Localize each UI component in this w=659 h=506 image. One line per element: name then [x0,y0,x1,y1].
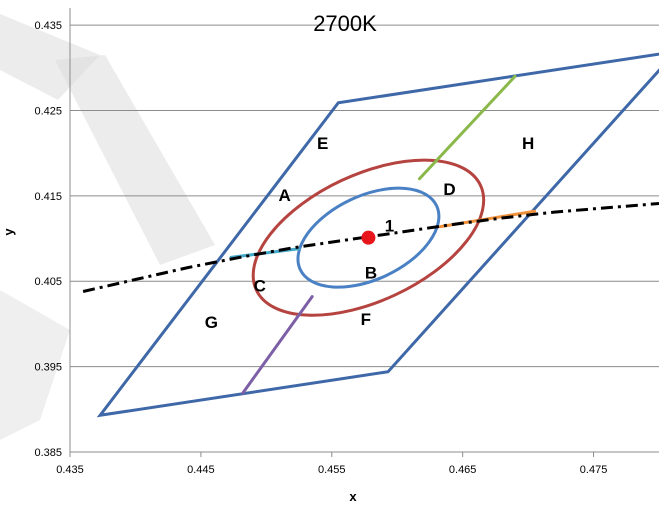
region-label-h: H [522,134,534,153]
y-tick-label: 0.405 [34,276,62,288]
segment-top [417,74,517,181]
x-tick-label: 0.465 [449,464,477,476]
y-tick-label: 0.395 [34,362,62,374]
region-label-a: A [279,186,291,205]
plot-area: 1 E H A D B C G F [82,52,659,418]
x-tick-labels: 0.435 0.445 0.455 0.465 0.475 [56,464,607,476]
center-point [361,230,376,245]
x-tick-label: 0.455 [318,464,346,476]
inner-ellipse [296,186,441,289]
watermark-logo [0,14,215,440]
y-tick-label: 0.435 [34,20,62,32]
axes [69,8,659,457]
chart-title: 2700K [313,11,377,36]
y-axis-title: y [1,228,16,236]
y-tick-labels: 0.385 0.395 0.405 0.415 0.425 0.435 [34,20,62,459]
y-tick-label: 0.415 [34,191,62,203]
x-axis-title: x [349,489,357,504]
quadrangle-boundary [96,52,659,418]
region-label-b: B [365,264,377,283]
outer-ellipse [251,158,486,317]
region-label-c: C [254,277,266,296]
y-tick-label: 0.425 [34,105,62,117]
region-label-e: E [317,134,328,153]
segment-bottom [241,295,314,395]
region-label-f: F [361,310,371,329]
region-label-g: G [205,313,218,332]
x-tick-label: 0.445 [187,464,215,476]
x-tick-label: 0.475 [580,464,608,476]
y-tick-label: 0.385 [34,447,62,459]
region-label-d: D [443,180,455,199]
x-tick-label: 0.435 [56,464,84,476]
center-point-label: 1 [385,217,394,236]
